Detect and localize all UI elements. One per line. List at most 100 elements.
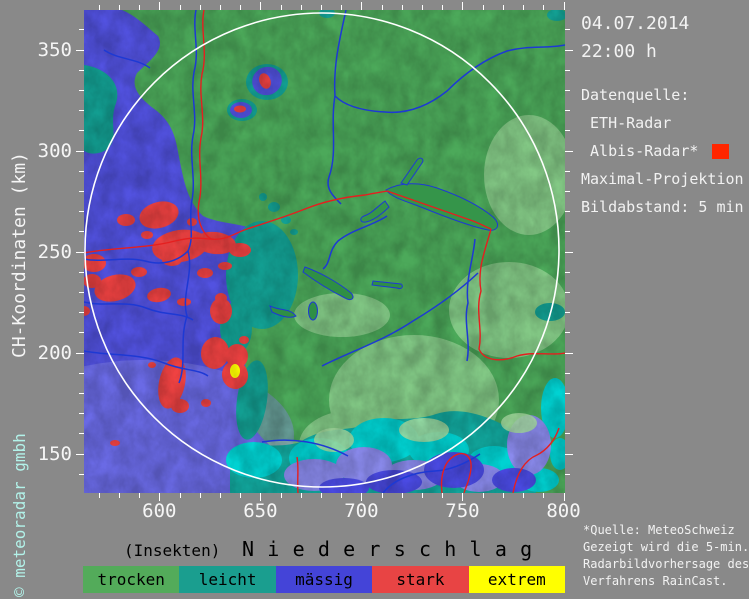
axis-tick <box>565 252 573 253</box>
axis-tick <box>79 171 84 172</box>
page-title: N i e d e r s c h l a g <box>242 537 533 561</box>
axis-tick <box>565 353 573 354</box>
country-borders <box>84 10 565 493</box>
axis-tick <box>260 493 261 501</box>
axis-tick <box>76 454 84 455</box>
axis-tick <box>565 272 570 273</box>
axis-tick <box>79 393 84 394</box>
axis-tick <box>281 5 282 10</box>
axis-tick <box>483 493 484 498</box>
source-footnote: *Quelle: MeteoSchweiz Gezeigt wird die 5-… <box>583 522 749 590</box>
y-axis-title: CH-Koordinaten (km) <box>9 152 30 358</box>
axis-tick <box>382 493 383 498</box>
legend-item-leicht: leicht <box>179 566 276 593</box>
axis-tick <box>79 90 84 91</box>
footnote-line: *Quelle: MeteoSchweiz <box>583 523 735 537</box>
axis-tick <box>402 493 403 498</box>
albis-radar-marker <box>712 144 729 159</box>
legend-item-mssig: mässig <box>275 566 373 593</box>
y-tick-label: 200 <box>37 341 72 364</box>
axis-tick <box>565 474 570 475</box>
axis-tick <box>79 373 84 374</box>
axis-tick <box>321 5 322 10</box>
axis-tick <box>565 90 570 91</box>
axis-tick <box>565 211 570 212</box>
axis-tick <box>180 493 181 498</box>
axis-tick <box>382 5 383 10</box>
axis-tick <box>565 70 570 71</box>
y-tick-label: 150 <box>37 442 72 465</box>
axis-tick <box>76 50 84 51</box>
axis-tick <box>361 2 362 10</box>
precipitation-legend: trocken leicht mässig stark extrem <box>83 566 566 593</box>
axis-tick <box>79 474 84 475</box>
axis-tick <box>79 211 84 212</box>
axis-tick <box>402 5 403 10</box>
footnote-line: Gezeigt wird die 5-min. <box>583 540 749 554</box>
axis-tick <box>139 493 140 498</box>
time-label: 22:00 h <box>581 41 657 62</box>
axis-tick <box>79 292 84 293</box>
axis-tick <box>565 110 570 111</box>
axis-tick <box>565 433 570 434</box>
axis-tick <box>76 252 84 253</box>
axis-tick <box>565 29 570 30</box>
axis-tick <box>565 50 573 51</box>
axis-tick <box>565 191 570 192</box>
axis-tick <box>523 5 524 10</box>
axis-tick <box>79 433 84 434</box>
rivers <box>84 10 565 493</box>
axis-tick <box>220 493 221 498</box>
axis-tick <box>442 493 443 498</box>
axis-tick <box>79 413 84 414</box>
axis-tick <box>76 151 84 152</box>
footnote-line: Verfahrens RainCast. <box>583 574 728 588</box>
terrain-shading <box>84 10 565 493</box>
axis-tick <box>200 5 201 10</box>
radar-range-ring <box>84 12 560 488</box>
axis-tick <box>79 130 84 131</box>
axis-tick <box>240 5 241 10</box>
axis-tick <box>119 493 120 498</box>
axis-tick <box>240 493 241 498</box>
source-albis: Albis-Radar* <box>581 142 699 160</box>
title-prefix: (Insekten) <box>124 541 221 560</box>
legend-item-stark: stark <box>372 566 469 593</box>
x-tick-label: 700 <box>344 500 379 522</box>
date-label: 04.07.2014 <box>581 13 690 34</box>
y-tick-label: 350 <box>37 38 72 61</box>
axis-tick <box>565 373 570 374</box>
axis-tick <box>79 332 84 333</box>
axis-tick <box>503 493 504 498</box>
x-tick-label: 650 <box>243 500 278 522</box>
axis-tick <box>119 5 120 10</box>
radar-map-canvas <box>84 10 565 493</box>
axis-tick <box>422 5 423 10</box>
lakes <box>269 157 499 321</box>
axis-tick <box>260 2 261 10</box>
axis-tick <box>565 130 570 131</box>
axis-tick <box>281 493 282 498</box>
axis-tick <box>321 493 322 498</box>
axis-tick <box>79 110 84 111</box>
axis-tick <box>565 171 570 172</box>
axis-tick <box>564 493 565 501</box>
projection-label: Maximal-Projektion <box>581 170 744 188</box>
y-tick-label: 250 <box>37 240 72 263</box>
axis-tick <box>543 493 544 498</box>
source-eth: ETH-Radar <box>581 114 672 132</box>
axis-tick <box>564 2 565 10</box>
axis-tick <box>422 493 423 498</box>
axis-tick <box>565 151 573 152</box>
map-area <box>84 10 565 493</box>
axis-tick <box>503 5 504 10</box>
axis-tick <box>565 312 570 313</box>
axis-tick <box>200 493 201 498</box>
legend-item-extrem: extrem <box>468 566 566 593</box>
axis-tick <box>159 2 160 10</box>
axis-tick <box>565 231 570 232</box>
axis-tick <box>462 493 463 501</box>
axis-tick <box>442 5 443 10</box>
axis-tick <box>79 191 84 192</box>
